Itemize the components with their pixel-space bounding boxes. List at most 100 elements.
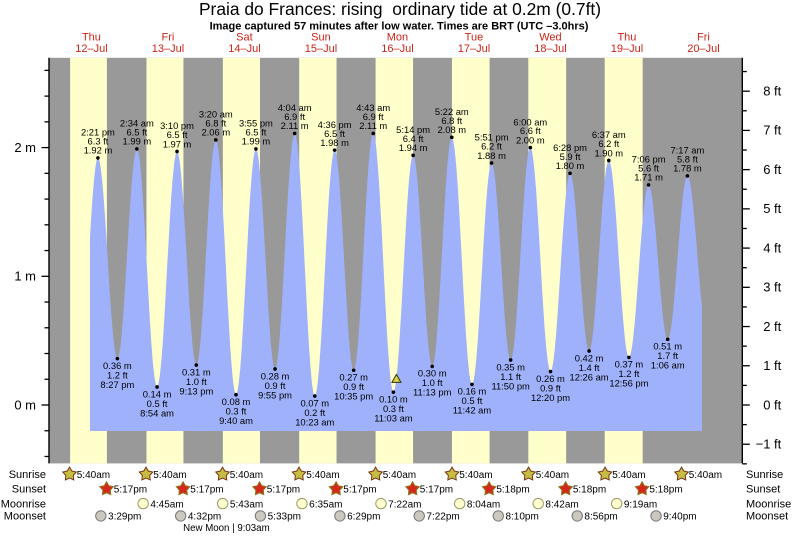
svg-text:3:10 pm: 3:10 pm [160, 120, 194, 131]
svg-text:0.9 ft: 0.9 ft [265, 380, 286, 391]
svg-text:19–Jul: 19–Jul [611, 43, 643, 55]
svg-text:1.1 ft: 1.1 ft [500, 371, 521, 382]
svg-text:12:56 pm: 12:56 pm [609, 378, 648, 389]
svg-text:1.99 m: 1.99 m [242, 136, 271, 147]
svg-text:2.11 m: 2.11 m [359, 120, 387, 131]
svg-text:Moonset: Moonset [746, 511, 788, 523]
svg-text:Image captured 57 minutes afte: Image captured 57 minutes after low wate… [210, 21, 589, 33]
svg-text:1 ft: 1 ft [763, 358, 781, 373]
svg-text:10:23 am: 10:23 am [295, 416, 334, 427]
svg-text:1.88 m: 1.88 m [477, 150, 506, 161]
svg-text:4:32pm: 4:32pm [188, 512, 221, 523]
svg-text:5:33pm: 5:33pm [268, 512, 301, 523]
svg-text:17–Jul: 17–Jul [458, 43, 490, 55]
svg-text:11:50 pm: 11:50 pm [491, 380, 530, 391]
svg-text:5:18pm: 5:18pm [496, 485, 529, 496]
svg-text:0.2 ft: 0.2 ft [304, 407, 325, 418]
svg-text:4:45am: 4:45am [150, 499, 183, 510]
svg-text:4:43 am: 4:43 am [356, 102, 390, 113]
svg-text:9:40pm: 9:40pm [663, 512, 696, 523]
svg-text:2.11 m: 2.11 m [281, 120, 309, 131]
svg-text:5:17pm: 5:17pm [114, 485, 147, 496]
svg-text:1.97 m: 1.97 m [163, 138, 192, 149]
svg-text:1.7 ft: 1.7 ft [657, 350, 678, 361]
svg-text:5:40am: 5:40am [383, 470, 416, 481]
svg-text:8:54 am: 8:54 am [140, 407, 174, 418]
svg-text:5.8 ft: 5.8 ft [677, 154, 698, 165]
svg-text:Fri: Fri [697, 31, 710, 43]
svg-text:0.16 m: 0.16 m [458, 386, 487, 397]
svg-text:6.9 ft: 6.9 ft [284, 111, 305, 122]
svg-text:6.5 ft: 6.5 ft [245, 126, 266, 137]
svg-text:6:37 am: 6:37 am [592, 129, 626, 140]
svg-text:5:17pm: 5:17pm [420, 485, 453, 496]
svg-text:2 m: 2 m [14, 140, 36, 155]
svg-text:12–Jul: 12–Jul [75, 43, 107, 55]
svg-text:0.08 m: 0.08 m [222, 396, 251, 407]
svg-text:0.27 m: 0.27 m [339, 372, 368, 383]
svg-text:6.9 ft: 6.9 ft [363, 111, 384, 122]
svg-text:1.2 ft: 1.2 ft [618, 368, 639, 379]
svg-text:Moonrise: Moonrise [1, 498, 46, 510]
svg-text:0.5 ft: 0.5 ft [147, 398, 168, 409]
svg-text:2 ft: 2 ft [763, 319, 781, 334]
svg-text:1.99 m: 1.99 m [123, 136, 152, 147]
svg-text:5:40am: 5:40am [77, 470, 110, 481]
svg-text:8:27 pm: 8:27 pm [100, 379, 134, 390]
svg-text:5.9 ft: 5.9 ft [560, 151, 581, 162]
svg-text:1:06 am: 1:06 am [651, 360, 685, 371]
svg-text:3 ft: 3 ft [763, 280, 781, 295]
svg-text:0.35 m: 0.35 m [496, 361, 525, 372]
svg-text:5 ft: 5 ft [763, 201, 781, 216]
svg-text:Sun: Sun [311, 31, 331, 43]
svg-text:0.3 ft: 0.3 ft [226, 406, 247, 417]
svg-text:Thu: Thu [617, 31, 636, 43]
svg-text:5:18pm: 5:18pm [573, 485, 606, 496]
svg-text:6.5 ft: 6.5 ft [167, 129, 188, 140]
svg-text:5:51 pm: 5:51 pm [475, 132, 509, 143]
svg-text:7:22pm: 7:22pm [426, 512, 459, 523]
svg-text:6.5 ft: 6.5 ft [126, 126, 147, 137]
svg-text:1.98 m: 1.98 m [320, 137, 349, 148]
svg-text:1.80 m: 1.80 m [556, 160, 585, 171]
svg-text:Wed: Wed [539, 31, 561, 43]
svg-text:0.9 ft: 0.9 ft [540, 382, 561, 393]
svg-text:0.31 m: 0.31 m [182, 366, 211, 377]
svg-text:Sat: Sat [236, 31, 253, 43]
svg-text:1.71 m: 1.71 m [634, 172, 663, 183]
svg-text:2.08 m: 2.08 m [437, 124, 466, 135]
svg-text:5:22 am: 5:22 am [435, 106, 469, 117]
svg-text:2:21 pm: 2:21 pm [81, 127, 115, 138]
svg-text:5:43am: 5:43am [230, 499, 263, 510]
svg-text:8:42am: 8:42am [545, 499, 578, 510]
svg-text:13–Jul: 13–Jul [152, 43, 184, 55]
svg-text:9:40 am: 9:40 am [219, 415, 253, 426]
svg-text:8:04am: 8:04am [467, 499, 500, 510]
svg-text:1.4 ft: 1.4 ft [579, 362, 600, 373]
svg-text:6 ft: 6 ft [763, 162, 781, 177]
svg-text:Mon: Mon [387, 31, 408, 43]
svg-text:0.37 m: 0.37 m [615, 359, 644, 370]
svg-text:16–Jul: 16–Jul [381, 43, 413, 55]
svg-text:1.0 ft: 1.0 ft [422, 377, 443, 388]
svg-text:New Moon | 9:03am: New Moon | 9:03am [183, 523, 270, 534]
svg-text:4:04 am: 4:04 am [278, 102, 312, 113]
svg-text:0 ft: 0 ft [763, 397, 781, 412]
svg-text:3:55 pm: 3:55 pm [239, 118, 273, 129]
svg-text:5:17pm: 5:17pm [190, 485, 223, 496]
svg-text:7:06 pm: 7:06 pm [632, 154, 666, 165]
svg-text:5:40am: 5:40am [689, 470, 722, 481]
svg-text:−1 ft: −1 ft [756, 437, 782, 452]
svg-text:Sunset: Sunset [12, 484, 46, 496]
svg-text:15–Jul: 15–Jul [305, 43, 337, 55]
svg-text:6.8 ft: 6.8 ft [205, 117, 226, 128]
svg-text:9:55 pm: 9:55 pm [258, 389, 292, 400]
svg-text:3:20 am: 3:20 am [199, 109, 233, 120]
svg-text:6.8 ft: 6.8 ft [441, 115, 462, 126]
svg-text:8:10pm: 8:10pm [505, 512, 538, 523]
svg-text:8:56pm: 8:56pm [584, 512, 617, 523]
svg-text:5:17pm: 5:17pm [343, 485, 376, 496]
svg-text:11:03 am: 11:03 am [374, 412, 413, 423]
svg-text:5:40am: 5:40am [612, 470, 645, 481]
svg-text:Fri: Fri [162, 31, 175, 43]
